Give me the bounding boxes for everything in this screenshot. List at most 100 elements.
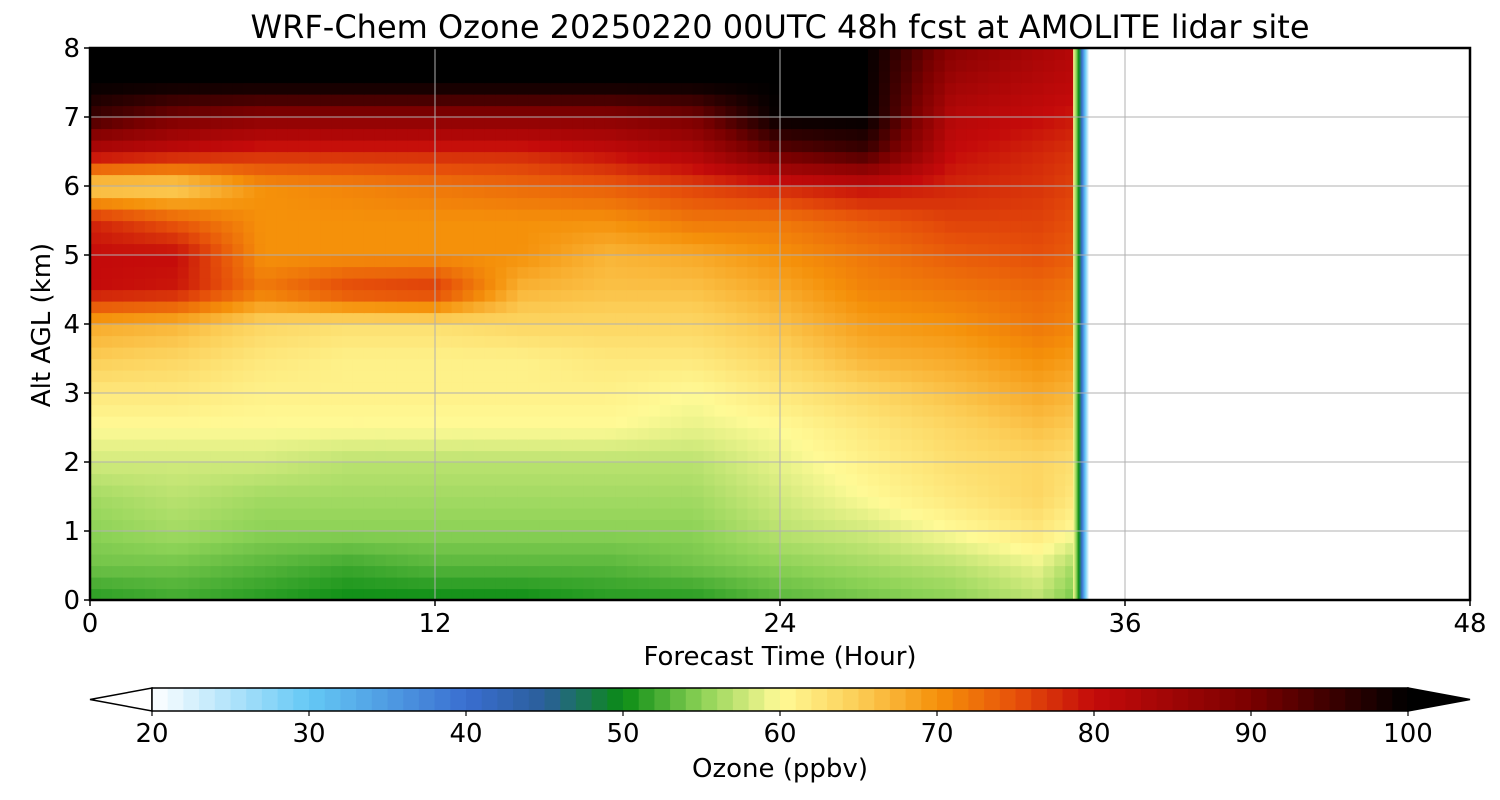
heatmap-cell [626, 71, 639, 84]
heatmap-cell [802, 232, 814, 245]
heatmap-cell [714, 531, 727, 544]
heatmap-cell [155, 577, 168, 590]
heatmap-cell [495, 531, 507, 544]
heatmap-cell [462, 508, 475, 521]
heatmap-cell [232, 496, 244, 509]
heatmap-cell [550, 554, 562, 567]
heatmap-cell [287, 427, 299, 440]
heatmap-cell [966, 301, 979, 314]
heatmap-cell [1043, 496, 1055, 509]
heatmap-cell [144, 577, 157, 590]
heatmap-cell [265, 577, 277, 590]
heatmap-cell [111, 508, 124, 521]
heatmap-cell [604, 588, 617, 600]
heatmap-cell [835, 255, 847, 268]
heatmap-cell [111, 140, 124, 153]
heatmap-cell [889, 163, 902, 176]
heatmap-cell [309, 427, 321, 440]
heatmap-cell [155, 186, 168, 199]
heatmap-cell [615, 416, 628, 429]
heatmap-cell [659, 450, 672, 463]
heatmap-cell [955, 278, 968, 291]
heatmap-cell [276, 278, 288, 291]
heatmap-cell [867, 82, 880, 95]
colorbar-label: Ozone (ppbv) [692, 754, 868, 784]
heatmap-cell [922, 243, 935, 256]
colorbar-min-extend [89, 687, 153, 712]
heatmap-cell [648, 220, 661, 233]
heatmap-cell [287, 140, 299, 153]
heatmap-cell [725, 243, 738, 256]
heatmap-cell [90, 174, 102, 187]
heatmap-cell [769, 485, 781, 498]
heatmap-cell [210, 588, 223, 600]
heatmap-cell [955, 71, 968, 84]
heatmap-cell [363, 128, 376, 141]
heatmap-cell [615, 588, 628, 600]
colorbar-swatch [293, 688, 310, 711]
heatmap-cell [374, 427, 387, 440]
heatmap-cell [539, 163, 551, 176]
heatmap-cell [232, 473, 244, 486]
heatmap-cell [298, 71, 310, 84]
heatmap-cell [933, 71, 946, 84]
heatmap-cell [900, 105, 913, 118]
heatmap-cell [265, 393, 277, 406]
heatmap-cell [856, 347, 869, 360]
heatmap-cell [528, 301, 540, 314]
heatmap-cell [506, 82, 518, 95]
heatmap-cell [1032, 485, 1044, 498]
heatmap-cell [572, 186, 584, 199]
heatmap-cell [1021, 232, 1033, 245]
heatmap-cell [966, 117, 979, 130]
heatmap-cell [889, 404, 902, 417]
heatmap-cell [462, 82, 475, 95]
heatmap-cell [1021, 531, 1033, 544]
heatmap-cell [1032, 151, 1044, 164]
heatmap-cell [714, 542, 727, 555]
heatmap-cell [1043, 174, 1055, 187]
heatmap-cell [922, 427, 935, 440]
heatmap-cell [495, 278, 507, 291]
heatmap-cell [155, 427, 168, 440]
heatmap-cell [769, 335, 781, 348]
heatmap-cell [90, 209, 102, 222]
heatmap-cell [802, 301, 814, 314]
heatmap-cell [407, 186, 420, 199]
heatmap-cell [944, 404, 957, 417]
heatmap-cell [615, 59, 628, 72]
heatmap-cell [254, 71, 266, 84]
heatmap-cell [243, 266, 255, 279]
heatmap-cell [265, 220, 277, 233]
heatmap-cell [100, 381, 113, 394]
heatmap-cell [539, 381, 551, 394]
heatmap-cell [824, 508, 836, 521]
heatmap-cell [287, 393, 299, 406]
heatmap-cell [1021, 140, 1033, 153]
heatmap-cell [309, 450, 321, 463]
heatmap-cell [550, 151, 562, 164]
heatmap-cell [988, 94, 1001, 107]
heatmap-cell [648, 243, 661, 256]
heatmap-cell [254, 439, 266, 452]
heatmap-cell [396, 358, 409, 371]
heatmap-cell [528, 105, 540, 118]
heatmap-cell [977, 370, 990, 383]
heatmap-cell [670, 439, 683, 452]
heatmap-cell [1043, 508, 1055, 521]
heatmap-cell [451, 565, 464, 578]
heatmap-cell [637, 335, 650, 348]
heatmap-cell [407, 266, 420, 279]
heatmap-cell [988, 347, 1001, 360]
heatmap-cell [747, 565, 759, 578]
heatmap-cell [703, 163, 716, 176]
heatmap-cell [188, 370, 201, 383]
heatmap-cell [528, 381, 540, 394]
heatmap-cell [988, 255, 1001, 268]
heatmap-cell [736, 128, 749, 141]
heatmap-cell [922, 370, 935, 383]
heatmap-cell [1032, 266, 1044, 279]
heatmap-cell [462, 427, 475, 440]
heatmap-cell [309, 508, 321, 521]
heatmap-cell [659, 588, 672, 600]
